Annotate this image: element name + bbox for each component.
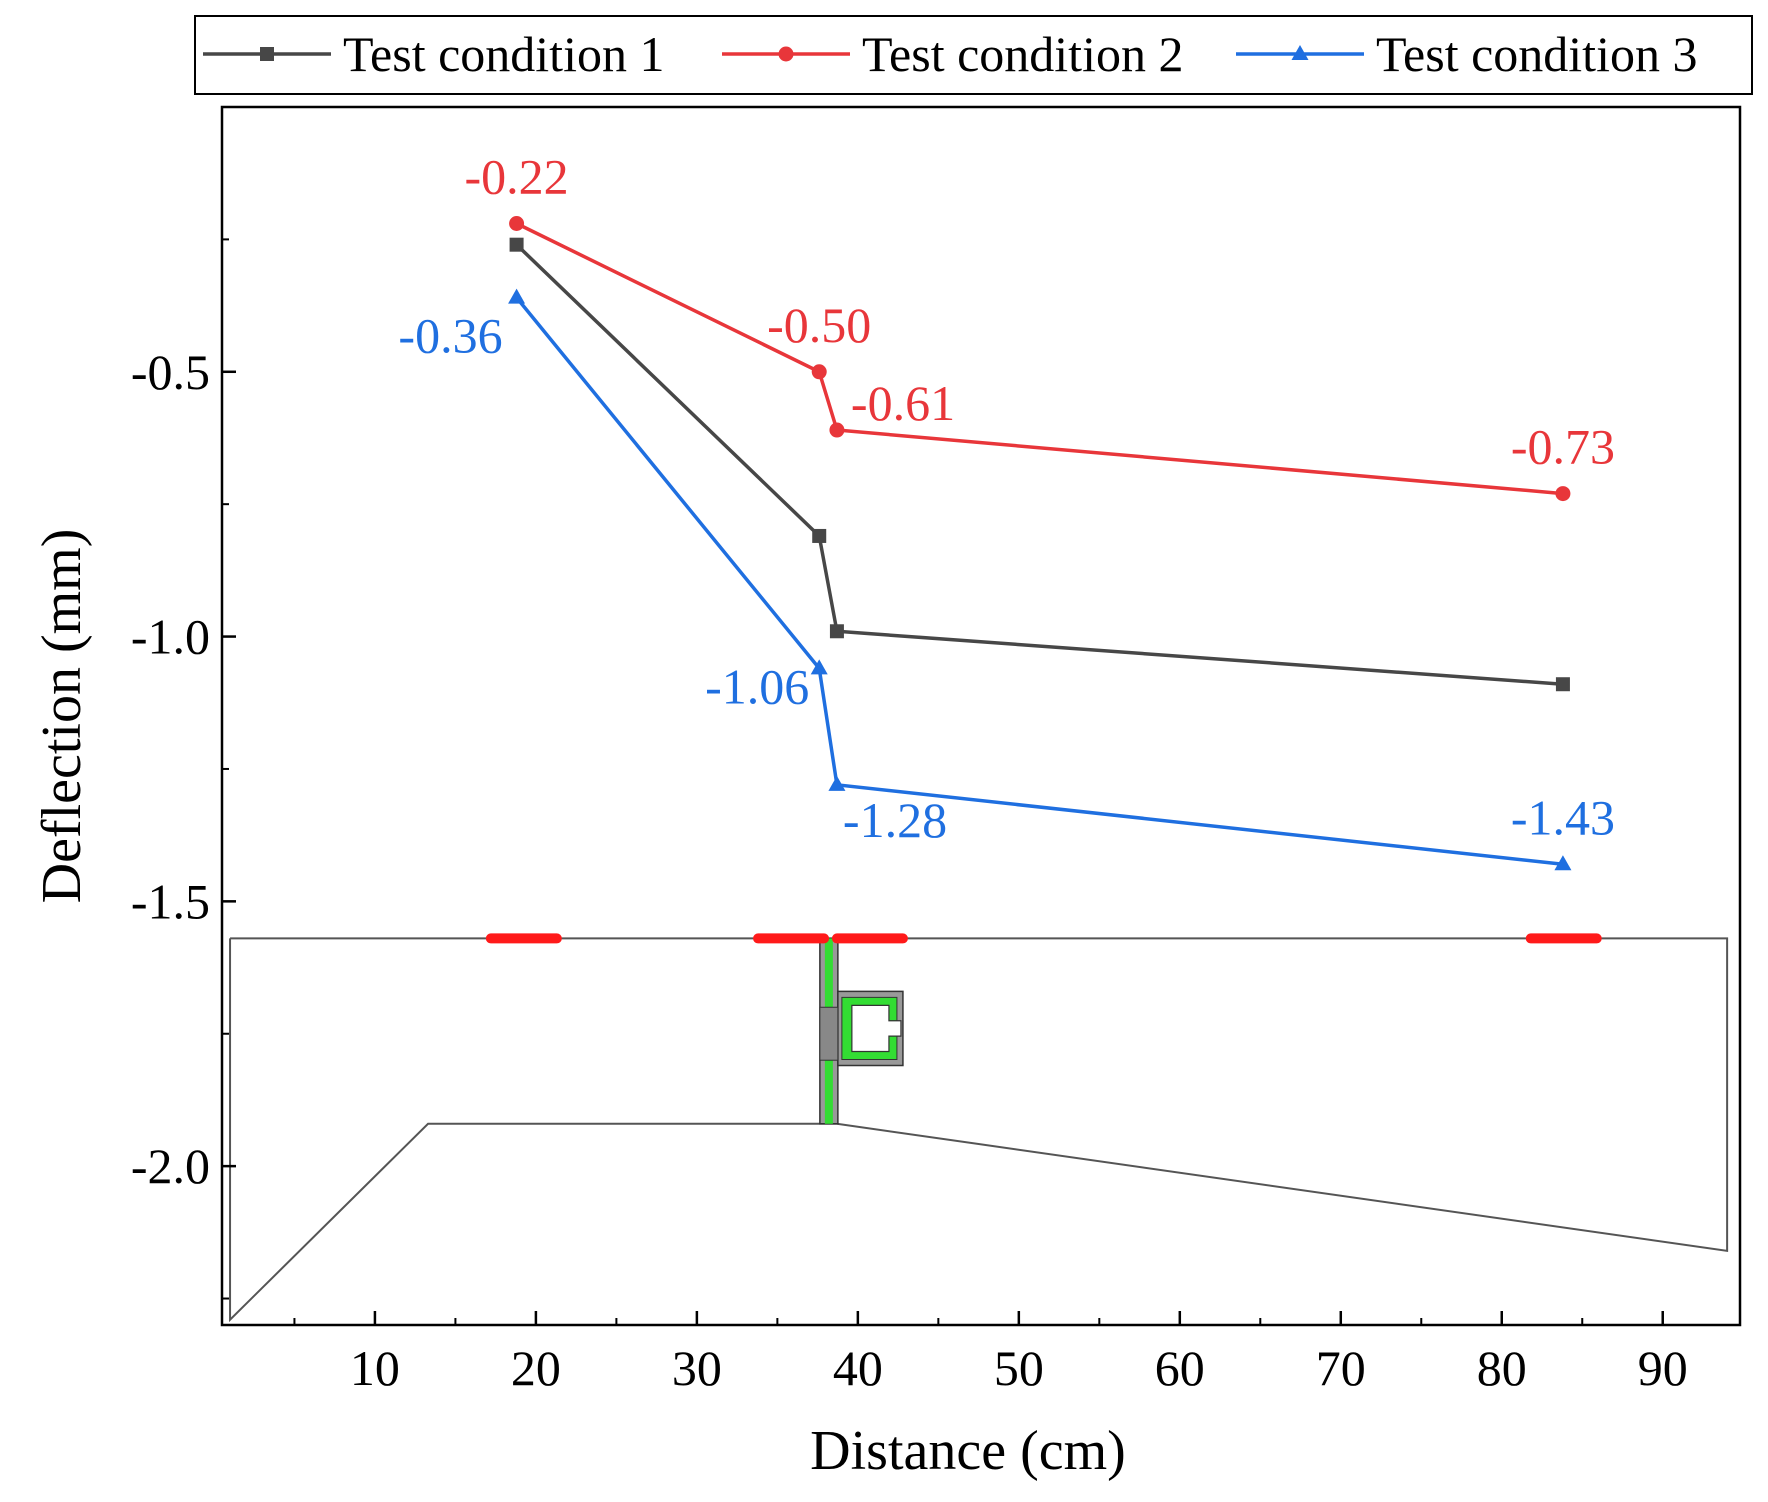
x-tick-label: 30: [672, 1340, 722, 1396]
data-label: -1.43: [1511, 789, 1615, 845]
legend: Test condition 1 Test condition 2 Test con…: [194, 15, 1753, 95]
x-tick-label: 50: [994, 1340, 1044, 1396]
data-point: [829, 422, 845, 438]
legend-item: Test condition 1: [203, 26, 664, 82]
slab-outline: [229, 937, 1729, 1323]
data-point: [1554, 855, 1572, 871]
data-point: [1555, 486, 1571, 502]
data-label: -0.61: [851, 375, 955, 431]
data-point: [810, 659, 828, 675]
series-test-condition-3: -0.36 -1.06 -1.28 -1.43: [398, 288, 1615, 871]
legend-label: Test condition 2: [862, 26, 1183, 82]
data-point: [508, 288, 526, 304]
data-label: -0.73: [1511, 419, 1615, 475]
y-tick-label: -1.5: [131, 873, 210, 929]
y-tick-label: -1.0: [131, 609, 210, 665]
data-point: [829, 624, 844, 639]
x-tick-label: 10: [350, 1340, 400, 1396]
series-line: [515, 221, 1564, 496]
legend-item: Test condition 2: [722, 26, 1183, 82]
y-axis: -0.5 -1.0 -1.5 -2.0: [131, 238, 236, 1300]
legend-frame: [194, 15, 1753, 95]
legend-label: Test condition 1: [343, 26, 664, 82]
y-tick-label: -0.5: [131, 344, 210, 400]
series-test-condition-1: [509, 237, 1570, 692]
y-axis-title: Deflection (mm): [31, 529, 93, 904]
series-line: [515, 243, 1564, 686]
x-tick-label: 70: [1316, 1340, 1366, 1396]
x-tick-label: 80: [1477, 1340, 1527, 1396]
legend-swatch-marker: [1291, 45, 1309, 60]
x-tick-label: 90: [1638, 1340, 1688, 1396]
series-line: [515, 296, 1564, 867]
pavement-schematic: [229, 933, 1729, 1323]
legend-item: Test condition 3: [1236, 26, 1697, 82]
series-test-condition-2: -0.22 -0.50 -0.61 -0.73: [465, 149, 1615, 502]
data-point: [509, 237, 524, 252]
legend-swatch-marker: [778, 46, 794, 62]
y-tick-label: -2.0: [131, 1138, 210, 1194]
series-layer: -0.22 -0.50 -0.61 -0.73 -0.36 -1.06 -1.28 -1.43: [398, 149, 1615, 871]
legend-label: Test condition 3: [1376, 26, 1697, 82]
x-tick-label: 40: [833, 1340, 883, 1396]
data-point: [509, 216, 525, 232]
bracket-slot: [851, 1004, 902, 1053]
data-label: -0.22: [465, 149, 569, 205]
data-point: [828, 775, 846, 791]
joint-connector: [819, 1006, 839, 1061]
data-label: -1.06: [705, 658, 809, 714]
x-axis: 10 20 30 40 50 60 70 80 90: [293, 1311, 1688, 1396]
data-label: -0.50: [767, 297, 871, 353]
x-tick-label: 20: [511, 1340, 561, 1396]
data-label: -1.28: [843, 792, 947, 848]
data-point: [1555, 677, 1570, 692]
data-label: -0.36: [398, 308, 502, 364]
legend-swatch-marker: [260, 47, 274, 61]
x-axis-title: Distance (cm): [810, 1420, 1126, 1482]
data-point: [812, 528, 827, 543]
data-point: [811, 364, 827, 380]
x-tick-label: 60: [1155, 1340, 1205, 1396]
plot-frame: [220, 105, 1742, 1327]
